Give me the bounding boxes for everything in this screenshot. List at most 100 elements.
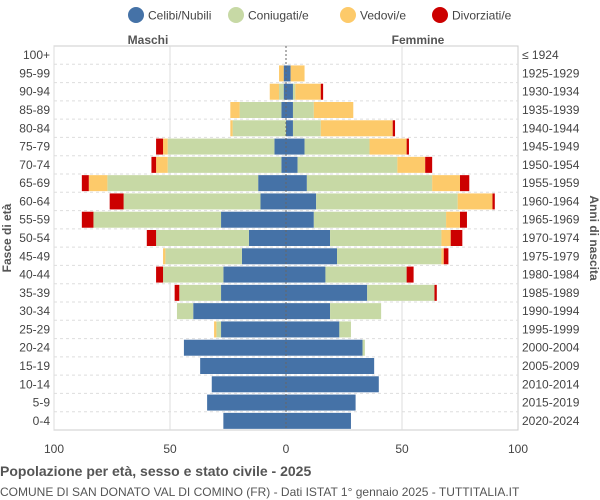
bar-female-divorziati-e[interactable]	[406, 138, 409, 155]
bar-female-celibi-nubili[interactable]	[286, 358, 375, 374]
bar-female-celibi-nubili[interactable]	[286, 266, 326, 283]
bar-male-coniugati-e[interactable]	[232, 120, 286, 137]
bar-male-coniugati-e[interactable]	[107, 175, 259, 192]
bar-male-coniugati-e[interactable]	[123, 193, 261, 210]
bar-male-vedovi-e[interactable]	[214, 321, 217, 338]
bar-male-celibi-nubili[interactable]	[283, 65, 286, 82]
bar-female-celibi-nubili[interactable]	[286, 376, 379, 393]
bar-male-coniugati-e[interactable]	[239, 102, 282, 118]
bar-female-celibi-nubili[interactable]	[286, 339, 363, 356]
bar-male-celibi-nubili[interactable]	[281, 156, 286, 173]
bar-female-celibi-nubili[interactable]	[286, 394, 356, 411]
bar-male-vedovi-e[interactable]	[88, 175, 108, 192]
bar-female-divorziati-e[interactable]	[434, 284, 437, 301]
legend-item[interactable]: Divorziati/e	[432, 7, 512, 23]
bar-male-vedovi-e[interactable]	[163, 138, 168, 155]
bar-female-coniugati-e[interactable]	[337, 248, 442, 265]
bar-female-coniugati-e[interactable]	[330, 230, 442, 246]
bar-female-celibi-nubili[interactable]	[286, 303, 331, 320]
bar-female-divorziati-e[interactable]	[392, 120, 396, 137]
bar-male-coniugati-e[interactable]	[167, 138, 275, 155]
bar-male-coniugati-e[interactable]	[176, 303, 194, 320]
bar-female-coniugati-e[interactable]	[306, 175, 433, 192]
bar-female-vedovi-e[interactable]	[295, 83, 321, 100]
bar-male-celibi-nubili[interactable]	[283, 83, 286, 100]
bar-female-vedovi-e[interactable]	[441, 230, 451, 246]
bar-male-coniugati-e[interactable]	[279, 83, 284, 100]
bar-male-celibi-nubili[interactable]	[193, 303, 286, 320]
bar-female-vedovi-e[interactable]	[446, 211, 460, 228]
bar-female-celibi-nubili[interactable]	[286, 284, 368, 301]
bar-female-coniugati-e[interactable]	[292, 83, 296, 100]
bar-male-divorziati-e[interactable]	[156, 266, 164, 283]
bar-male-celibi-nubili[interactable]	[200, 358, 286, 374]
bar-male-celibi-nubili[interactable]	[248, 230, 286, 246]
bar-female-divorziati-e[interactable]	[460, 211, 467, 228]
legend-item[interactable]: Celibi/Nubili	[128, 7, 211, 23]
bar-female-vedovi-e[interactable]	[320, 120, 393, 137]
bar-female-celibi-nubili[interactable]	[286, 248, 338, 265]
bar-male-coniugati-e[interactable]	[93, 211, 222, 228]
bar-female-celibi-nubili[interactable]	[286, 321, 340, 338]
bar-female-coniugati-e[interactable]	[367, 284, 435, 301]
bar-male-vedovi-e[interactable]	[269, 83, 280, 100]
bar-female-coniugati-e[interactable]	[313, 211, 447, 228]
bar-male-divorziati-e[interactable]	[109, 193, 124, 210]
bar-female-vedovi-e[interactable]	[313, 102, 354, 118]
bar-female-divorziati-e[interactable]	[460, 175, 470, 192]
bar-male-celibi-nubili[interactable]	[221, 211, 286, 228]
bar-female-celibi-nubili[interactable]	[286, 65, 291, 82]
bar-female-celibi-nubili[interactable]	[286, 83, 293, 100]
bar-male-divorziati-e[interactable]	[156, 138, 164, 155]
bar-female-celibi-nubili[interactable]	[286, 102, 293, 118]
bar-female-celibi-nubili[interactable]	[286, 412, 351, 429]
bar-male-celibi-nubili[interactable]	[183, 339, 286, 356]
bar-female-celibi-nubili[interactable]	[286, 193, 317, 210]
bar-female-celibi-nubili[interactable]	[286, 211, 314, 228]
bar-female-celibi-nubili[interactable]	[286, 120, 293, 137]
bar-female-coniugati-e[interactable]	[316, 193, 458, 210]
bar-male-vedovi-e[interactable]	[279, 65, 284, 82]
bar-female-vedovi-e[interactable]	[457, 193, 493, 210]
bar-female-vedovi-e[interactable]	[369, 138, 407, 155]
bar-male-celibi-nubili[interactable]	[207, 394, 286, 411]
bar-female-coniugati-e[interactable]	[330, 303, 382, 320]
bar-female-divorziati-e[interactable]	[320, 83, 324, 100]
bar-male-celibi-nubili[interactable]	[223, 266, 286, 283]
legend-item[interactable]: Vedovi/e	[340, 7, 406, 23]
bar-male-vedovi-e[interactable]	[230, 120, 233, 137]
bar-male-celibi-nubili[interactable]	[274, 138, 286, 155]
bar-male-vedovi-e[interactable]	[156, 156, 168, 173]
bar-female-coniugati-e[interactable]	[292, 120, 321, 137]
bar-male-divorziati-e[interactable]	[81, 211, 94, 228]
bar-female-coniugati-e[interactable]	[325, 266, 407, 283]
bar-female-coniugati-e[interactable]	[297, 156, 398, 173]
bar-male-divorziati-e[interactable]	[151, 156, 157, 173]
bar-female-coniugati-e[interactable]	[339, 321, 351, 338]
bar-male-coniugati-e[interactable]	[156, 230, 249, 246]
bar-male-celibi-nubili[interactable]	[260, 193, 286, 210]
bar-female-divorziati-e[interactable]	[406, 266, 414, 283]
bar-female-coniugati-e[interactable]	[304, 138, 370, 155]
bar-male-divorziati-e[interactable]	[81, 175, 89, 192]
bar-male-celibi-nubili[interactable]	[281, 102, 286, 118]
bar-male-celibi-nubili[interactable]	[211, 376, 286, 393]
bar-female-divorziati-e[interactable]	[425, 156, 433, 173]
bar-female-vedovi-e[interactable]	[397, 156, 426, 173]
bar-male-divorziati-e[interactable]	[146, 230, 157, 246]
bar-female-divorziati-e[interactable]	[443, 248, 449, 265]
bar-female-coniugati-e[interactable]	[362, 339, 365, 356]
bar-male-celibi-nubili[interactable]	[241, 248, 286, 265]
bar-male-celibi-nubili[interactable]	[221, 321, 286, 338]
bar-male-vedovi-e[interactable]	[163, 248, 166, 265]
bar-male-celibi-nubili[interactable]	[223, 412, 286, 429]
bar-male-celibi-nubili[interactable]	[258, 175, 286, 192]
bar-male-coniugati-e[interactable]	[165, 248, 242, 265]
bar-male-celibi-nubili[interactable]	[221, 284, 286, 301]
bar-female-celibi-nubili[interactable]	[286, 175, 307, 192]
bar-female-coniugati-e[interactable]	[292, 102, 314, 118]
bar-male-divorziati-e[interactable]	[174, 284, 180, 301]
bar-female-celibi-nubili[interactable]	[286, 230, 331, 246]
bar-female-celibi-nubili[interactable]	[286, 138, 305, 155]
bar-male-coniugati-e[interactable]	[216, 321, 222, 338]
